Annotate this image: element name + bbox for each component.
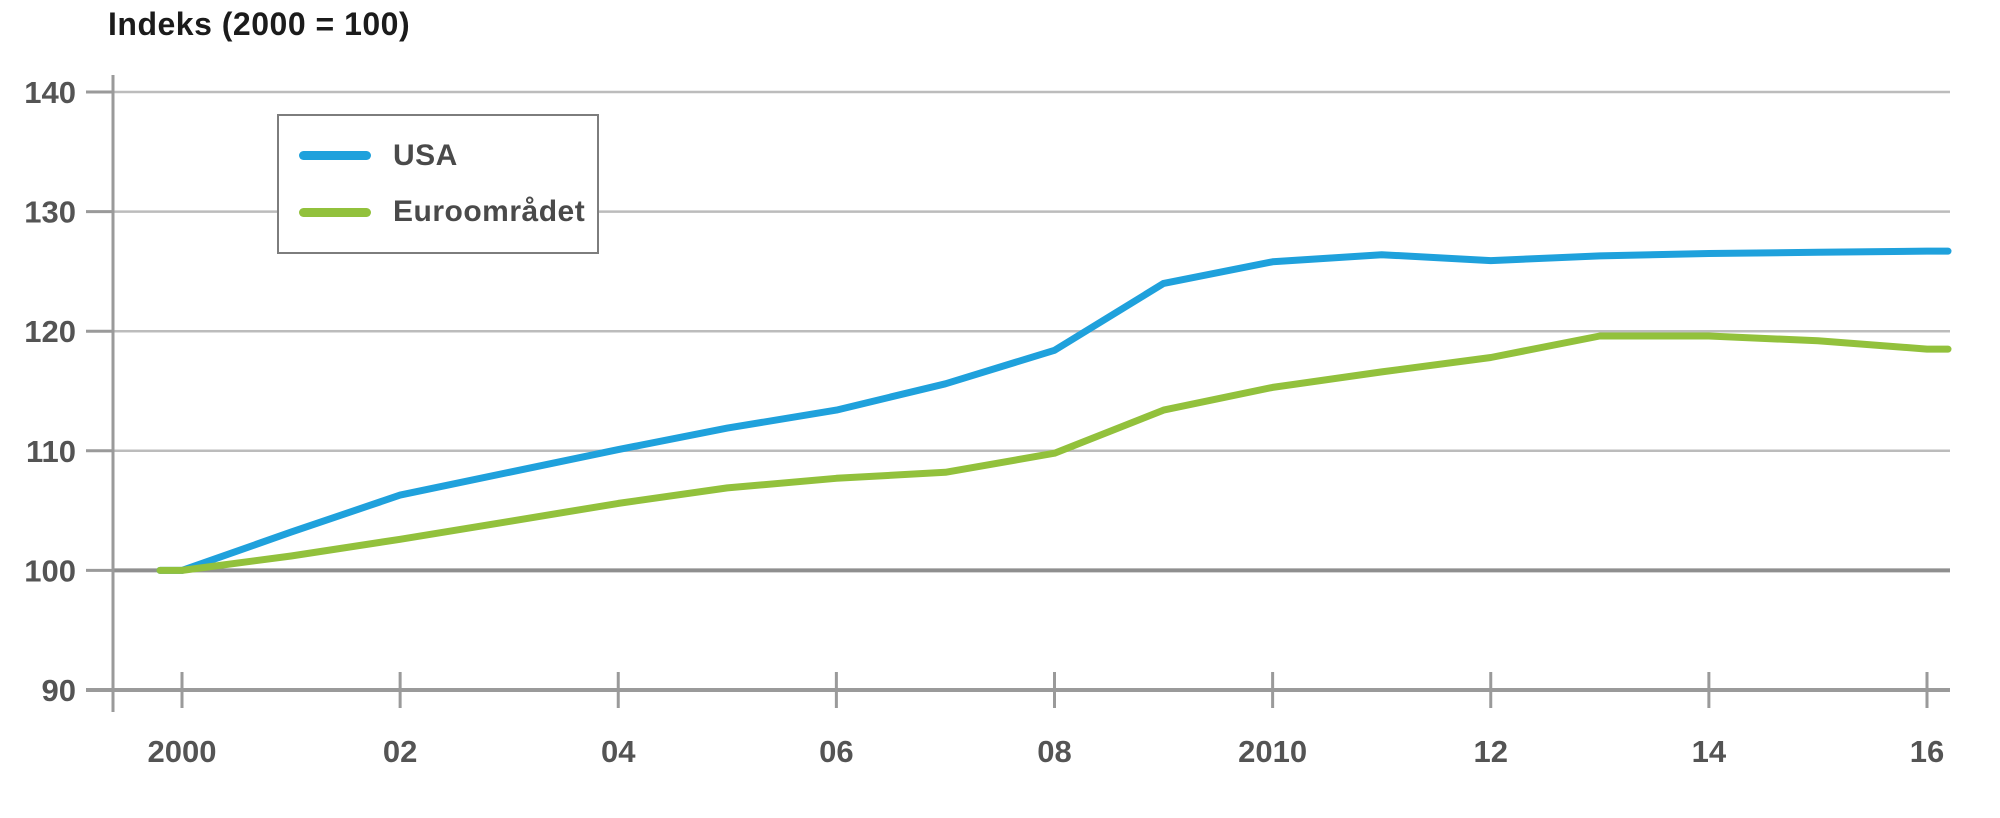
svg-text:90: 90 [42, 673, 76, 708]
svg-text:2000: 2000 [148, 734, 217, 769]
euro-area-line-swatch [299, 207, 371, 217]
svg-text:130: 130 [24, 195, 76, 230]
svg-text:08: 08 [1037, 734, 1071, 769]
legend-label-euro-area: Euroområdet [393, 195, 586, 229]
legend-item-usa: USA [299, 139, 597, 173]
svg-text:14: 14 [1692, 734, 1727, 769]
usa-line-swatch [299, 151, 371, 161]
svg-text:12: 12 [1474, 734, 1508, 769]
svg-text:2010: 2010 [1238, 734, 1307, 769]
svg-text:120: 120 [24, 314, 76, 349]
chart-title: Indeks (2000 = 100) [108, 6, 411, 42]
svg-text:16: 16 [1910, 734, 1944, 769]
svg-text:100: 100 [24, 553, 76, 588]
svg-text:06: 06 [819, 734, 853, 769]
svg-text:04: 04 [601, 734, 636, 769]
svg-text:110: 110 [26, 434, 76, 469]
chart-legend: USA Euroområdet [277, 114, 599, 254]
legend-item-euro-area: Euroområdet [299, 195, 597, 229]
svg-text:140: 140 [24, 75, 76, 110]
svg-text:02: 02 [383, 734, 417, 769]
legend-label-usa: USA [393, 138, 458, 172]
